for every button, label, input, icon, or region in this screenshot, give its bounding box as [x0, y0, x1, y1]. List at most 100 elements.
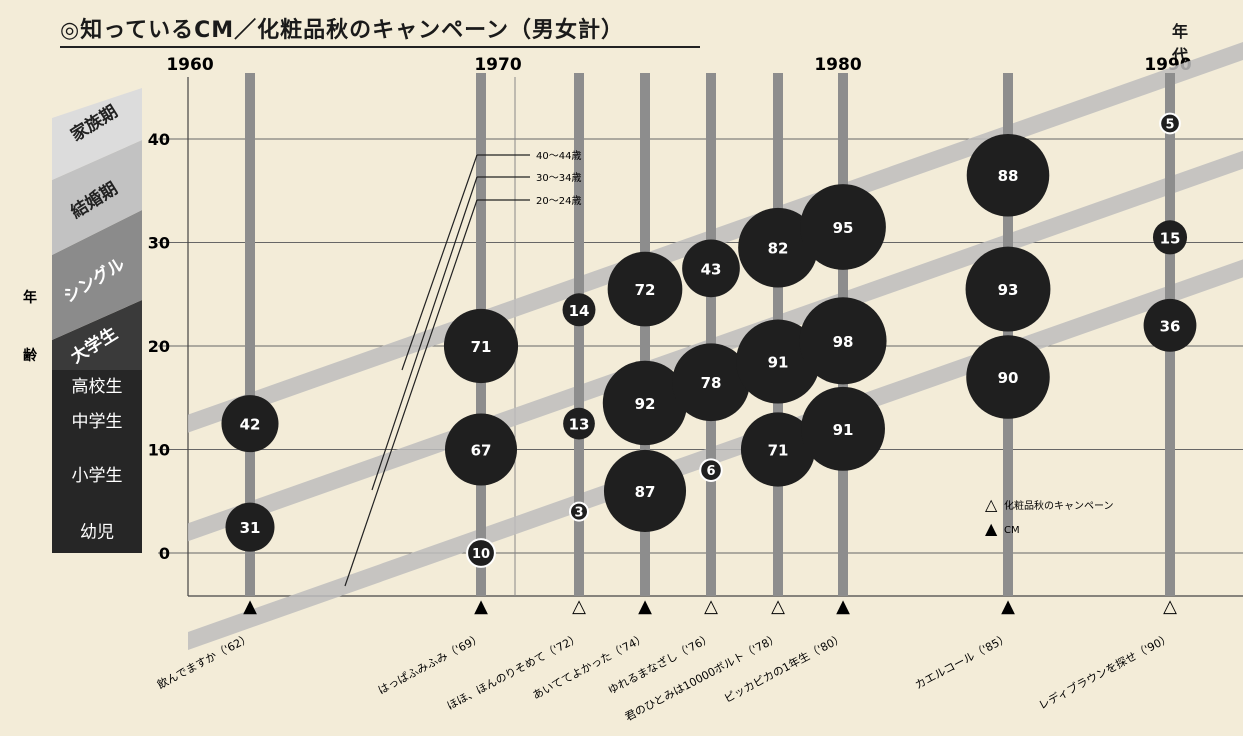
bubble-value-label: 82 — [768, 240, 789, 258]
data-bubble — [965, 246, 1051, 332]
bubble-value-label: 67 — [471, 442, 492, 460]
campaign-bar — [640, 73, 650, 596]
data-bubble — [699, 458, 723, 482]
corner-unit-label: 年 代 — [1172, 22, 1203, 65]
bubble-value-label: 13 — [569, 416, 590, 434]
campaign-bar — [1003, 73, 1013, 596]
data-bubble — [966, 335, 1050, 419]
campaign-kind-marker: ▲ — [243, 596, 257, 617]
data-bubble — [738, 207, 818, 288]
data-bubble — [602, 360, 688, 446]
bubble-value-label: 42 — [240, 416, 261, 434]
x-tick-label: 1970 — [474, 55, 521, 75]
data-bubble — [1143, 298, 1197, 352]
chart-title: ◎知っているCM／化粧品秋のキャンペーン（男女計） — [60, 12, 700, 48]
data-bubble — [225, 502, 275, 552]
campaign-label: ピッカピカの1年生（'80） — [721, 630, 846, 705]
y-tick-label: 30 — [148, 234, 170, 253]
campaign-bar — [245, 73, 255, 596]
campaign-kind-marker: △ — [771, 596, 785, 617]
data-bubble — [1159, 112, 1181, 135]
campaign-kind-marker: ▲ — [836, 596, 850, 617]
data-bubble — [736, 319, 820, 404]
data-bubble — [444, 413, 518, 486]
life-stage-band — [52, 88, 142, 180]
y-tick-label: 40 — [148, 130, 170, 149]
life-stage-band — [52, 300, 142, 370]
bubble-value-label: 90 — [998, 369, 1019, 387]
campaign-kind-marker: ▲ — [638, 596, 652, 617]
life-stage-label: 小学生 — [72, 466, 123, 486]
y-tick-label: 10 — [148, 441, 170, 460]
campaign-kind-marker: ▲ — [1001, 596, 1015, 617]
bubble-value-label: 92 — [635, 395, 656, 413]
life-stage-box — [52, 510, 142, 553]
life-stage-band — [52, 210, 142, 340]
cohort-label: 30～34歳 — [536, 172, 581, 184]
campaign-kind-marker: △ — [704, 596, 718, 617]
data-bubble — [466, 538, 496, 568]
data-bubble — [801, 386, 885, 471]
data-bubble — [603, 449, 687, 532]
bubble-value-label: 71 — [471, 338, 492, 356]
data-bubble — [562, 293, 596, 327]
bubble-value-label: 78 — [701, 374, 722, 392]
campaign-bar — [706, 73, 716, 596]
data-bubble — [1152, 220, 1188, 255]
bubble-value-label: 98 — [833, 333, 854, 351]
data-bubble — [966, 133, 1050, 217]
y-tick-label: 20 — [148, 337, 170, 356]
cohort-leader-line — [344, 199, 478, 587]
y-tick-label: 0 — [159, 544, 170, 563]
data-bubble — [563, 407, 595, 440]
data-bubble — [799, 297, 887, 385]
bubble-value-label: 36 — [1160, 317, 1181, 335]
campaign-bar — [574, 73, 584, 596]
bubble-value-label: 14 — [569, 302, 590, 320]
data-bubble — [740, 412, 816, 487]
bubble-value-label: 91 — [768, 354, 789, 372]
bubble-value-label: 91 — [833, 421, 854, 439]
bubble-value-label: 87 — [635, 483, 656, 501]
bubble-value-label: 31 — [240, 519, 261, 537]
campaign-kind-marker: △ — [1163, 596, 1177, 617]
data-bubble — [221, 395, 279, 453]
cohort-leader-line — [401, 154, 478, 371]
data-bubble — [607, 251, 683, 327]
life-stage-box — [52, 440, 142, 510]
data-bubble — [682, 239, 740, 298]
cohort-leader-line — [371, 176, 478, 491]
legend-label: 化粧品秋のキャンペーン — [1004, 499, 1114, 512]
life-stage-label: 高校生 — [72, 377, 123, 397]
campaign-label: はっぱふみふみ（'69） — [376, 631, 485, 697]
data-bubble — [800, 184, 886, 270]
bubble-value-label: 3 — [574, 506, 583, 521]
bubble-value-label: 15 — [1160, 229, 1181, 247]
campaign-kind-marker: ▲ — [474, 596, 488, 617]
campaign-label: カエルコール（'85） — [913, 631, 1012, 692]
life-stage-box — [52, 370, 142, 402]
bubble-value-label: 6 — [706, 464, 715, 479]
campaign-label: ゆれるまなざし（'76） — [605, 630, 714, 697]
bubble-value-label: 95 — [833, 219, 854, 237]
bubble-value-label: 43 — [701, 260, 722, 278]
y-axis-label: 齢 — [23, 347, 38, 364]
life-stage-label: 中学生 — [72, 412, 123, 432]
legend-marker: △ — [985, 495, 998, 514]
campaign-label: レディブラウンを探せ（'90） — [1036, 630, 1173, 712]
legend-label: CM — [1004, 525, 1020, 536]
x-tick-label: 1980 — [814, 55, 861, 75]
bubble-value-label: 10 — [472, 547, 490, 562]
life-stage-box — [52, 402, 142, 440]
data-bubble — [672, 343, 750, 422]
life-stage-label: 幼児 — [80, 523, 114, 543]
legend-marker: ▲ — [985, 519, 998, 538]
cohort-label: 20～24歳 — [536, 195, 581, 207]
bubble-value-label: 5 — [1165, 117, 1174, 132]
life-stage-band — [52, 140, 142, 255]
x-tick-label: 1960 — [166, 55, 213, 75]
data-bubble — [443, 308, 519, 384]
bubble-value-label: 93 — [998, 281, 1019, 299]
cohort-label: 40～44歳 — [536, 150, 581, 162]
